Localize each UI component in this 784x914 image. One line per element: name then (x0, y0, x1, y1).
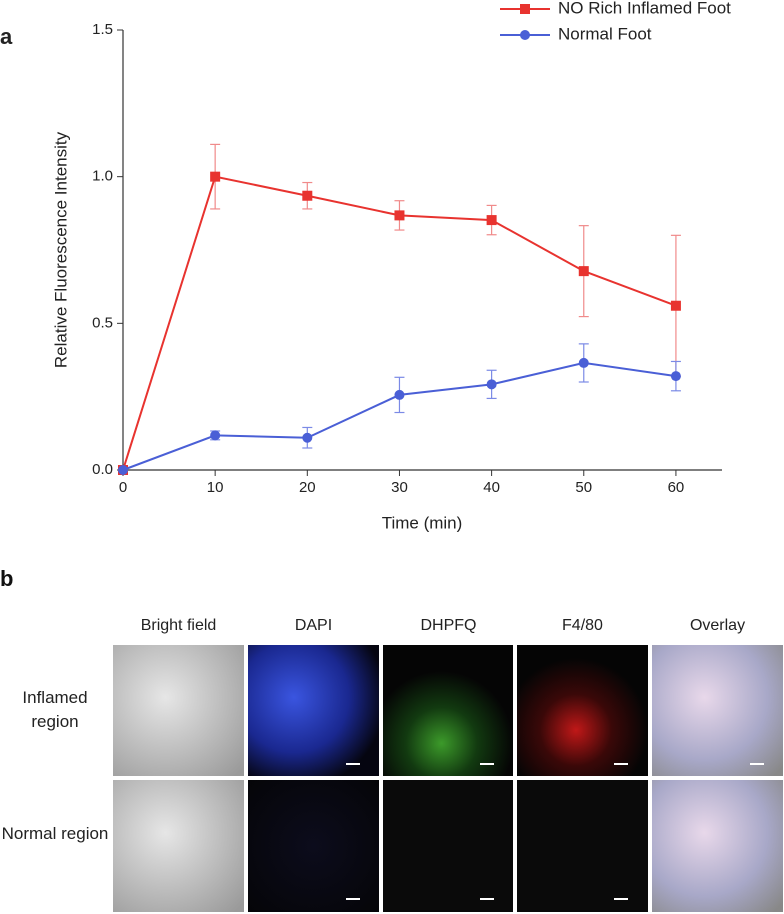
data-point (302, 190, 313, 201)
column-label: DAPI (294, 617, 333, 634)
image (517, 780, 648, 912)
row-label: Normal region (1, 824, 109, 843)
y-tick-label: 0.0 (92, 461, 113, 478)
y-tick-label: 1.5 (92, 21, 113, 38)
image (248, 780, 379, 912)
column-label: Bright field (140, 617, 217, 634)
image (652, 645, 783, 776)
data-point (670, 300, 681, 311)
data-point (486, 379, 497, 390)
column-label: DHPFQ (420, 617, 477, 634)
x-tick-label: 20 (299, 479, 316, 496)
data-point (578, 357, 589, 368)
legend-label: Normal Foot (558, 24, 652, 43)
data-point (118, 465, 128, 475)
legend-marker (520, 4, 530, 14)
x-tick-label: 40 (483, 479, 500, 496)
scale-bars (346, 763, 764, 900)
panel-letter: a (0, 24, 13, 49)
data-point (486, 215, 497, 226)
image (383, 780, 513, 912)
y-axis-label: Relative Fluorescence Intensity (51, 131, 70, 368)
column-label: Overlay (689, 617, 746, 634)
y-tick-label: 1.0 (92, 168, 113, 185)
image (383, 645, 513, 776)
image (652, 780, 783, 912)
x-tick-label: 30 (391, 479, 408, 496)
legend-marker (520, 30, 530, 40)
legend-label: NO Rich Inflamed Foot (558, 0, 731, 17)
data-point (394, 210, 405, 221)
data-point (670, 371, 681, 382)
data-point (578, 266, 589, 277)
column-label: F4/80 (562, 617, 603, 634)
x-tick-label: 10 (207, 479, 224, 496)
panel-letter: b (0, 566, 14, 591)
x-tick-label: 60 (668, 479, 685, 496)
image (113, 780, 244, 912)
data-point (302, 432, 313, 443)
x-tick-label: 0 (119, 479, 127, 496)
line-chart: a Relative Fluorescence Intensity Time (… (0, 0, 731, 532)
image (248, 645, 379, 776)
data-point (210, 171, 221, 182)
data-point (394, 389, 405, 400)
x-tick-label: 50 (575, 479, 592, 496)
x-axis-label: Time (min) (382, 513, 463, 532)
image (517, 645, 648, 776)
y-tick-label: 0.5 (92, 314, 113, 331)
image (113, 645, 244, 776)
row-label: Inflamed region (22, 688, 88, 731)
data-point (210, 430, 221, 441)
